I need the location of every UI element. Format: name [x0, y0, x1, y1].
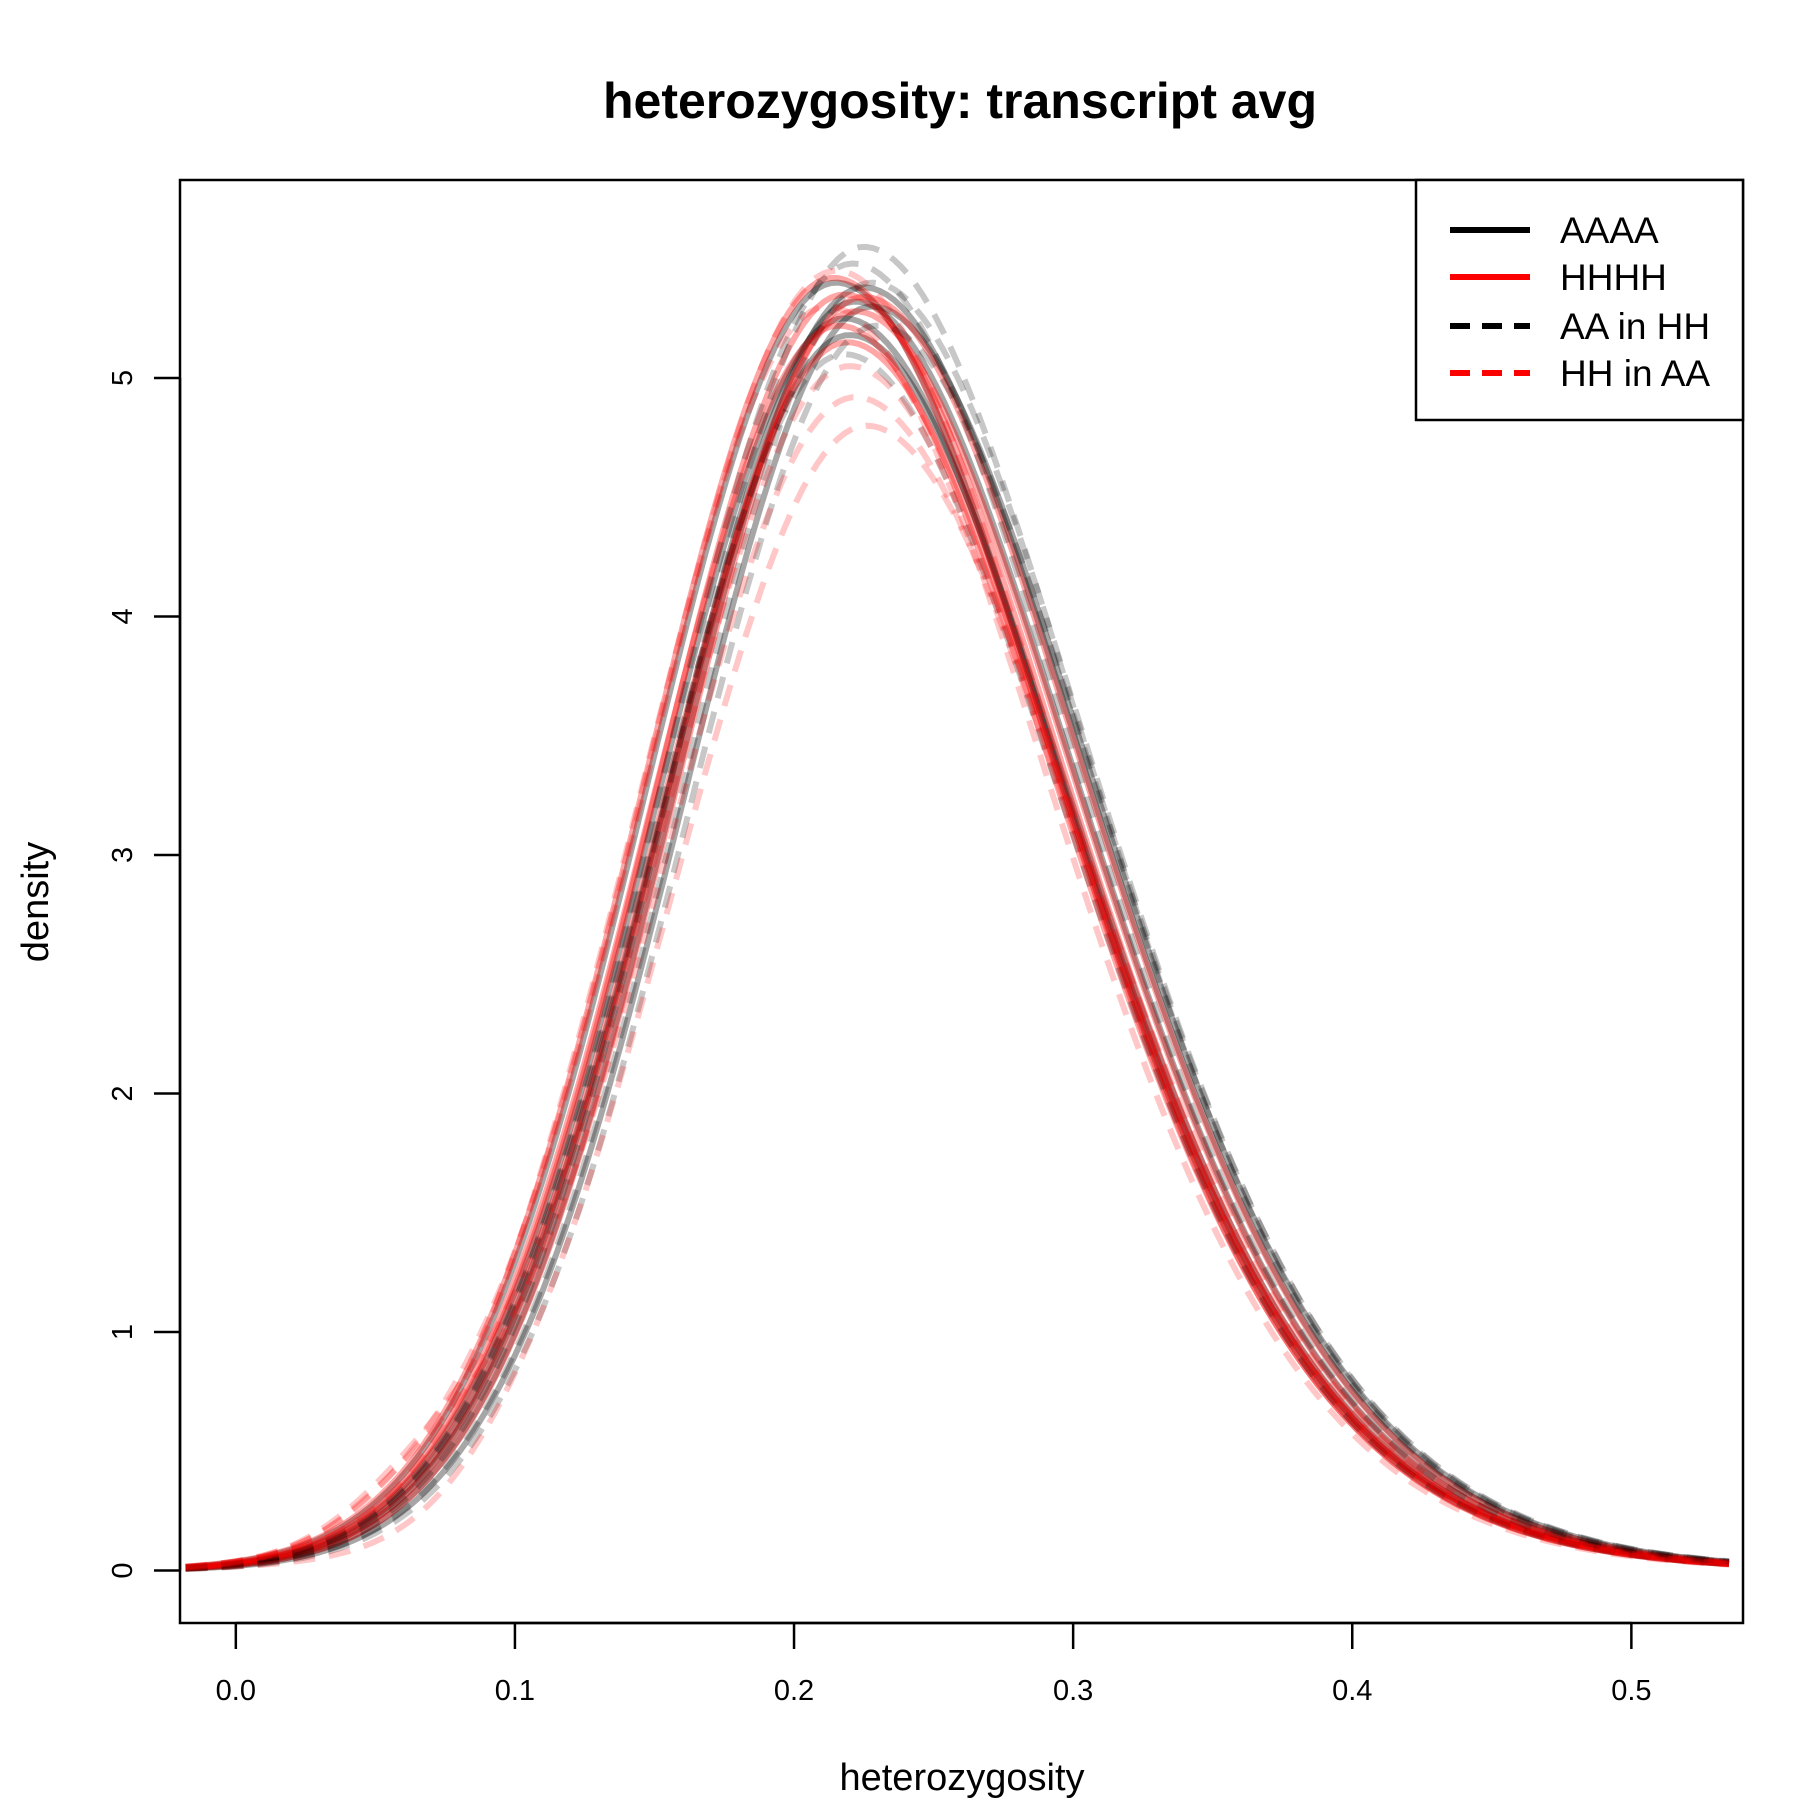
y-tick-label: 4 — [107, 608, 139, 624]
chart-title: heterozygosity: transcript avg — [603, 73, 1317, 129]
x-tick-label: 0.2 — [774, 1675, 814, 1707]
density-curve-hh-in-aa — [185, 394, 1730, 1571]
density-curve-aa-in-hh — [185, 351, 1730, 1571]
density-curve-aaaa — [185, 279, 1730, 1570]
x-tick-label: 0.4 — [1332, 1675, 1372, 1707]
density-curve-hhhh — [185, 291, 1730, 1571]
density-curve-aaaa — [185, 332, 1730, 1571]
density-curve-aaaa — [185, 298, 1730, 1571]
density-curve-aaaa — [185, 284, 1730, 1572]
legend-label-hhhh: HHHH — [1560, 257, 1667, 298]
y-tick-label: 3 — [107, 847, 139, 863]
density-curve-aaaa — [185, 315, 1730, 1571]
legend-box — [1414, 178, 1745, 422]
density-curve-hh-in-aa — [185, 422, 1730, 1572]
density-curve-hhhh — [185, 274, 1730, 1570]
x-tick-label: 0.1 — [495, 1675, 535, 1707]
y-axis-label: density — [15, 842, 57, 962]
legend: AAAA HHHH AA in HH HH in AA — [1414, 178, 1745, 422]
density-curve-hhhh — [185, 322, 1730, 1571]
density-curve-aa-in-hh — [185, 243, 1730, 1572]
y-tick-label: 2 — [107, 1085, 139, 1101]
x-tick-label: 0.5 — [1611, 1675, 1651, 1707]
legend-label-aa-in-hh: AA in HH — [1560, 306, 1710, 347]
y-tick-label: 0 — [107, 1562, 139, 1578]
y-axis: 0 1 2 3 4 5 — [107, 370, 182, 1579]
x-tick-label: 0.0 — [216, 1675, 256, 1707]
y-tick-label: 1 — [107, 1324, 139, 1340]
series-lines — [185, 243, 1730, 1572]
density-curve-hhhh — [185, 308, 1730, 1571]
y-tick-label: 5 — [107, 370, 139, 386]
density-curve-aaaa — [185, 303, 1730, 1572]
density-curve-hhhh — [185, 339, 1730, 1571]
x-axis-label: heterozygosity — [839, 1757, 1084, 1799]
density-curve-hh-in-aa — [185, 363, 1730, 1571]
density-curve-hh-in-aa — [185, 267, 1730, 1570]
density-curve-aa-in-hh — [185, 260, 1730, 1571]
legend-label-aaaa: AAAA — [1560, 210, 1659, 251]
density-curve-hhhh — [185, 293, 1730, 1572]
density-curve-aa-in-hh — [185, 279, 1730, 1572]
legend-label-hh-in-aa: HH in AA — [1560, 353, 1710, 394]
x-tick-label: 0.3 — [1053, 1675, 1093, 1707]
x-axis: 0.0 0.1 0.2 0.3 0.4 0.5 — [216, 1621, 1652, 1707]
